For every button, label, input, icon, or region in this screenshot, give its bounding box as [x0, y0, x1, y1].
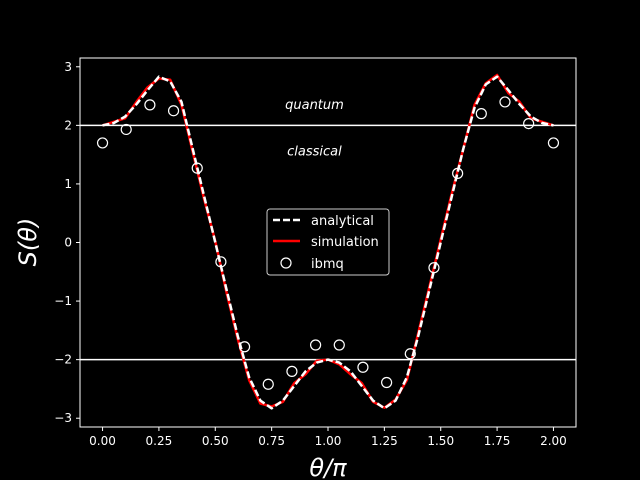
legend-simulation-label: simulation: [311, 235, 379, 250]
legend: analytical simulation ibmq: [266, 208, 390, 276]
ibmq-point: [96, 137, 109, 149]
x-tick-label: 1.00: [315, 434, 342, 448]
ibmq-point: [167, 105, 180, 117]
annotation-classical: classical: [287, 145, 342, 160]
ibmq-point: [310, 339, 322, 351]
ibmq-point: [120, 123, 132, 136]
x-axis-ticks: 0.00 0.25 0.50 0.75 1.00 1.25 1.50 1.75 2.00: [89, 427, 567, 448]
legend-ibmq-marker: [280, 257, 292, 269]
y-tick-label: 3: [64, 60, 72, 74]
ibmq-point: [547, 137, 560, 149]
x-tick-label: 2.00: [540, 434, 567, 448]
y-tick-label: 1: [64, 177, 72, 191]
y-tick-label: −2: [54, 353, 72, 367]
ibmq-point: [381, 376, 393, 389]
x-tick-label: 1.75: [484, 434, 511, 448]
legend-ibmq-label: ibmq: [311, 257, 344, 272]
analytical-line: [102, 75, 554, 410]
x-tick-label: 0.50: [202, 434, 229, 448]
ibmq-point: [452, 167, 464, 179]
legend-box: [266, 208, 390, 276]
x-axis-label: θ/π: [309, 454, 347, 480]
ibmq-point: [428, 262, 440, 274]
ibmq-point: [262, 378, 274, 390]
y-tick-label: −1: [54, 294, 72, 308]
x-tick-label: 1.50: [427, 434, 454, 448]
x-tick-label: 0.00: [89, 434, 116, 448]
ibmq-point: [475, 108, 487, 120]
y-axis-label: S(θ): [14, 218, 42, 267]
ibmq-point: [286, 365, 298, 377]
ibmq-point: [238, 341, 251, 353]
y-tick-label: −3: [54, 411, 72, 425]
y-tick-label: 0: [64, 236, 72, 250]
plot-area: 0.00 0.25 0.50 0.75 1.00 1.25 1.50 1.75 2.00 −3−…: [54, 57, 577, 448]
y-axis-ticks: −3 −2 −1 0 1 2 3: [54, 60, 80, 425]
annotations: quantum classical: [285, 98, 344, 160]
series-layer: [96, 73, 560, 410]
x-tick-label: 0.25: [146, 434, 173, 448]
ibmq-point: [404, 348, 416, 360]
ibmq-point: [499, 96, 511, 108]
y-tick-label: 2: [64, 118, 72, 132]
ibmq-point: [523, 117, 535, 130]
annotation-quantum: quantum: [285, 98, 344, 113]
ibmq-point: [144, 99, 156, 111]
legend-analytical-label: analytical: [311, 214, 374, 229]
ibmq-point: [191, 162, 203, 174]
x-tick-label: 0.75: [258, 434, 285, 448]
ibmq-point: [357, 361, 369, 373]
ibmq-point: [215, 256, 227, 268]
ibmq-point: [333, 339, 345, 351]
x-tick-label: 1.25: [371, 434, 398, 448]
